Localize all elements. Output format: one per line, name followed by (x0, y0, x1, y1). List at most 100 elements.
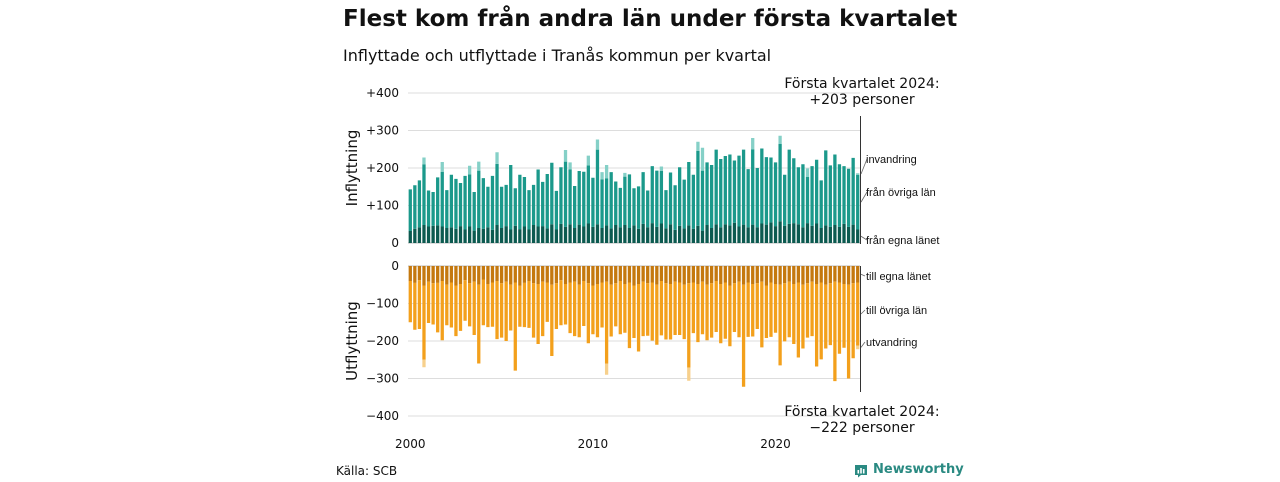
bar-in-other (563, 161, 568, 227)
bar-out-local (687, 266, 691, 284)
bar-out-local (856, 266, 860, 283)
bar-in-other (709, 165, 714, 228)
bar-in-local (417, 227, 422, 243)
bar-in-local (705, 225, 709, 243)
bar-in-other (518, 174, 522, 230)
bar-out-emigration (422, 359, 426, 368)
bar-in-other (582, 171, 586, 227)
bar-out-other (417, 280, 422, 329)
bar-in-other (609, 172, 613, 229)
bar-out-local (842, 266, 846, 284)
bar-in-local (627, 228, 632, 243)
bar-in-other (577, 171, 581, 225)
bar-in-immigration (467, 165, 472, 175)
bar-out-other (828, 283, 832, 346)
bar-out-other (422, 285, 426, 360)
bar-in-other (454, 178, 458, 229)
bar-in-other (842, 166, 846, 224)
bar-in-other (445, 190, 449, 229)
bar-in-other (522, 177, 527, 227)
y-tick-label: −100 (366, 297, 399, 311)
bar-in-local (600, 228, 604, 243)
newsworthy-logo-icon (854, 463, 868, 477)
bar-out-other (668, 284, 673, 340)
bar-in-other (490, 175, 495, 230)
bar-in-local (623, 225, 627, 243)
annotation-top-line2: +203 personer (809, 92, 915, 108)
bar-in-immigration (659, 166, 664, 171)
bar-out-local (591, 266, 595, 286)
bar-out-local (627, 266, 632, 283)
bar-in-other (819, 180, 823, 229)
bar-in-local (609, 228, 613, 244)
bar-out-other (787, 281, 791, 338)
bar-out-local (810, 266, 814, 282)
bar-out-other (490, 282, 495, 327)
bar-in-other (604, 178, 609, 226)
bar-out-local (746, 266, 750, 283)
bar-in-other (805, 177, 810, 224)
bar-in-local (573, 228, 577, 243)
bar-out-other (655, 284, 659, 345)
bar-in-other (678, 167, 682, 226)
bar-in-local (550, 224, 554, 243)
bar-in-other (814, 159, 819, 224)
bar-in-other (787, 149, 791, 224)
bar-in-local (751, 224, 755, 244)
bar-out-local (472, 266, 476, 282)
bar-out-other (623, 284, 627, 333)
bar-out-local (504, 266, 508, 282)
bar-out-local (709, 266, 714, 284)
bar-out-other (846, 284, 851, 379)
annotation-bottom-line2: −222 personer (809, 420, 915, 436)
bar-in-immigration (440, 162, 444, 172)
bar-out-local (760, 266, 764, 282)
bar-in-local (801, 227, 805, 243)
bar-out-other (563, 284, 568, 325)
bar-out-local (531, 266, 536, 284)
bar-in-other (559, 167, 563, 224)
brand-logo[interactable]: Newsworthy (854, 462, 964, 477)
series-label-fran-egna-lanet: från egna länet (866, 235, 939, 247)
bar-out-local (728, 266, 732, 286)
bar-out-other (760, 281, 764, 348)
bar-out-other (805, 283, 810, 338)
bar-in-other (668, 172, 673, 225)
bar-in-local (805, 223, 810, 244)
bar-in-local (509, 229, 513, 243)
bar-in-immigration (778, 135, 782, 144)
bar-out-local (436, 266, 440, 283)
bar-in-immigration (595, 139, 600, 150)
bar-in-immigration (696, 141, 700, 151)
bar-out-other (509, 284, 513, 331)
bar-in-local (467, 226, 472, 243)
bar-out-other (837, 282, 842, 354)
bar-in-local (691, 228, 695, 243)
bar-out-other (819, 282, 823, 360)
bar-in-other (687, 162, 691, 226)
bar-out-other (431, 283, 435, 325)
bar-in-local (819, 228, 823, 243)
bar-in-local (586, 223, 590, 243)
bar-in-other (573, 186, 577, 228)
bar-out-other (477, 284, 481, 364)
bar-in-local (527, 229, 531, 243)
bar-in-other (477, 170, 481, 229)
bar-out-other (664, 283, 668, 340)
bar-in-other (632, 188, 636, 226)
bar-out-other (746, 282, 750, 337)
bar-out-other (678, 282, 682, 335)
bar-in-other (769, 157, 773, 223)
bar-in-local (746, 227, 750, 243)
series-label-utvandring: utvandring (866, 337, 917, 349)
bar-out-local (417, 266, 422, 281)
bar-out-emigration (856, 345, 860, 350)
bar-out-local (723, 266, 727, 283)
bar-in-immigration (856, 173, 860, 175)
bar-in-immigration (422, 157, 426, 165)
bar-in-other (426, 190, 431, 227)
bar-in-immigration (477, 161, 481, 171)
bar-in-local (449, 227, 454, 243)
bar-in-other (486, 186, 490, 228)
bar-out-other (691, 282, 695, 334)
